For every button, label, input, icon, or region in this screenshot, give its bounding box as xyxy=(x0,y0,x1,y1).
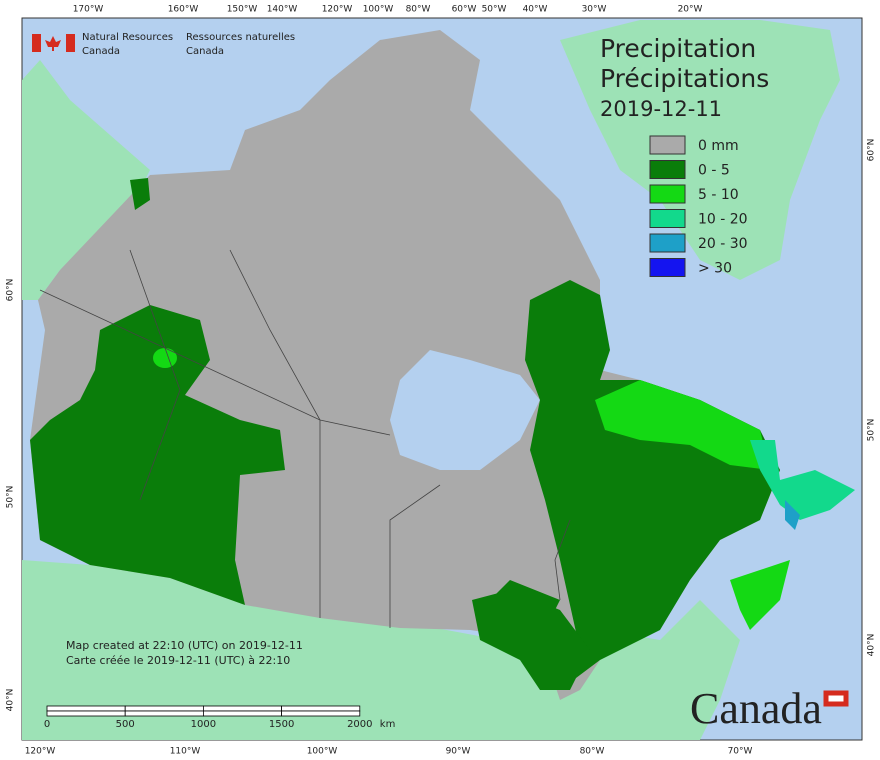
scale-segment xyxy=(202,705,282,712)
precip-0-5-ontario xyxy=(472,590,590,690)
agency-fr: Ressources naturelles xyxy=(186,32,295,43)
scale-label: 0 xyxy=(44,719,50,730)
scale-segment xyxy=(46,710,126,717)
precip-20-30-newfoundland xyxy=(785,500,800,530)
longitude-label: 90°W xyxy=(446,747,471,757)
title-date: 2019-12-11 xyxy=(600,97,722,121)
precip-10-20-newfoundland xyxy=(750,440,855,520)
agency-en: Natural Resources xyxy=(82,32,173,43)
title-en: Precipitation xyxy=(600,34,756,63)
latitude-label: 60°N xyxy=(6,279,16,302)
legend-swatch xyxy=(649,184,686,204)
latitude-label: 60°N xyxy=(867,139,877,162)
longitude-label: 120°W xyxy=(25,747,56,757)
legend-swatch xyxy=(649,258,686,277)
precip-5-10-west xyxy=(153,348,177,368)
scale-segment xyxy=(124,705,204,712)
scale-segment xyxy=(46,705,126,712)
precip-0-5-yukon xyxy=(130,178,150,210)
longitude-label: 120°W xyxy=(322,5,353,15)
scale-label: 1000 xyxy=(191,719,216,730)
latitude-label: 40°N xyxy=(6,689,16,712)
precip-5-10-east xyxy=(595,380,770,470)
longitude-label: 40°W xyxy=(523,5,548,15)
flag-leaf xyxy=(45,36,61,51)
legend-swatch xyxy=(649,233,686,253)
scale-segment xyxy=(281,710,361,717)
legend-swatch xyxy=(649,209,686,228)
wordmark-flag xyxy=(823,690,849,707)
legend-label: 10 - 20 xyxy=(698,212,748,228)
flag-bar xyxy=(32,34,41,52)
scale-unit: km xyxy=(380,719,396,730)
longitude-label: 80°W xyxy=(580,747,605,757)
longitude-label: 100°W xyxy=(363,5,394,15)
longitude-label: 170°W xyxy=(73,5,104,15)
borders xyxy=(39,249,571,628)
legend-label: 20 - 30 xyxy=(698,236,748,252)
scale-label: 500 xyxy=(116,719,135,730)
legend-swatch xyxy=(649,135,686,155)
scale-segment xyxy=(281,705,361,712)
latitude-label: 40°N xyxy=(867,634,877,657)
latitude-label: 50°N xyxy=(867,419,877,442)
title-fr: Précipitations xyxy=(600,64,769,93)
alaska-land xyxy=(22,60,150,300)
longitude-label: 110°W xyxy=(170,747,201,757)
longitude-label: 150°W xyxy=(227,5,258,15)
longitude-label: 160°W xyxy=(168,5,199,15)
legend-label: 0 mm xyxy=(698,138,739,154)
longitude-label: 50°W xyxy=(482,5,507,15)
flag-bar xyxy=(66,34,75,52)
scale-label: 1500 xyxy=(269,719,294,730)
credit-fr: Carte créée le 2019-12-11 (UTC) à 22:10 xyxy=(66,654,290,667)
agency-fr: Canada xyxy=(186,46,224,57)
precip-5-10-maritimes xyxy=(730,560,790,630)
legend-label: > 30 xyxy=(698,261,732,277)
legend-label: 0 - 5 xyxy=(698,163,730,179)
longitude-label: 100°W xyxy=(307,747,338,757)
longitude-label: 70°W xyxy=(728,747,753,757)
wordmark: Canada xyxy=(690,684,822,733)
latitude-label: 50°N xyxy=(6,486,16,509)
agency-en: Canada xyxy=(82,46,120,57)
scale-segment xyxy=(202,710,282,717)
longitude-label: 60°W xyxy=(452,5,477,15)
scale-label: 2000 xyxy=(347,719,372,730)
longitude-label: 140°W xyxy=(267,5,298,15)
hudson-bay xyxy=(390,350,540,470)
longitude-label: 80°W xyxy=(406,5,431,15)
legend-swatch xyxy=(649,160,686,179)
longitude-label: 30°W xyxy=(582,5,607,15)
longitude-label: 20°W xyxy=(678,5,703,15)
credit-en: Map created at 22:10 (UTC) on 2019-12-11 xyxy=(66,639,303,652)
precip-0-5-east xyxy=(475,280,780,690)
precip-0-5-west xyxy=(30,305,285,605)
scale-segment xyxy=(124,710,204,717)
legend-label: 5 - 10 xyxy=(698,187,739,203)
greenland-land xyxy=(560,20,840,280)
